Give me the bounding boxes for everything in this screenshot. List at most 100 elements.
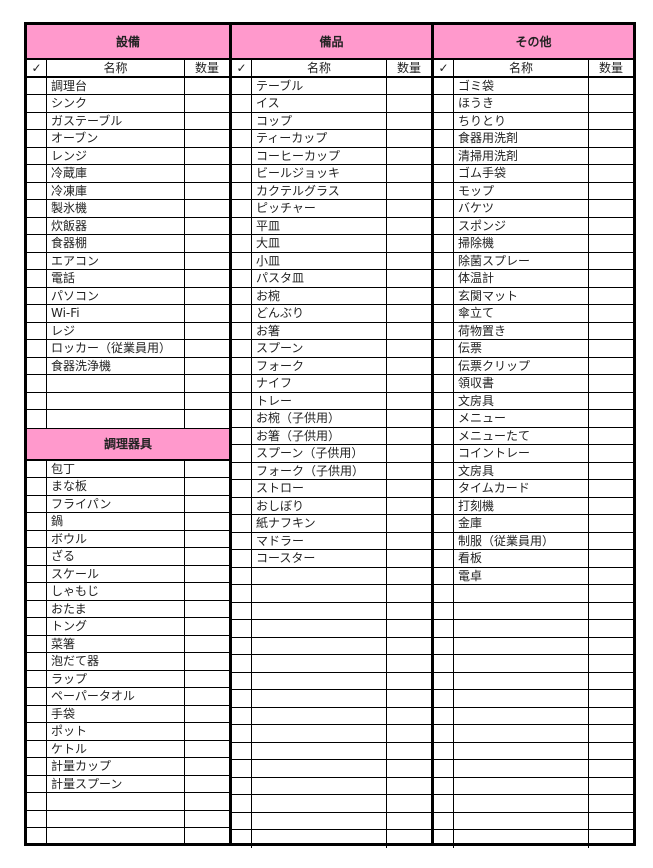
qty-cell[interactable] — [589, 655, 633, 672]
qty-cell[interactable] — [185, 288, 229, 305]
check-cell[interactable] — [434, 445, 454, 462]
check-cell[interactable] — [232, 427, 252, 444]
qty-cell[interactable] — [185, 358, 229, 375]
qty-cell[interactable] — [387, 270, 431, 287]
qty-cell[interactable] — [185, 548, 229, 565]
check-cell[interactable] — [27, 495, 47, 512]
qty-cell[interactable] — [589, 673, 633, 690]
check-cell[interactable] — [232, 287, 252, 304]
qty-cell[interactable] — [387, 393, 431, 410]
check-cell[interactable] — [434, 165, 454, 182]
qty-cell[interactable] — [589, 218, 633, 235]
qty-cell[interactable] — [589, 743, 633, 760]
qty-cell[interactable] — [185, 776, 229, 793]
qty-cell[interactable] — [185, 636, 229, 653]
check-cell[interactable] — [434, 830, 454, 848]
check-cell[interactable] — [434, 620, 454, 637]
check-cell[interactable] — [434, 515, 454, 532]
qty-cell[interactable] — [185, 393, 229, 410]
check-cell[interactable] — [434, 742, 454, 759]
check-cell[interactable] — [232, 182, 252, 199]
qty-cell[interactable] — [589, 288, 633, 305]
qty-cell[interactable] — [387, 410, 431, 427]
check-cell[interactable] — [232, 340, 252, 357]
check-cell[interactable] — [232, 392, 252, 409]
check-cell[interactable] — [27, 740, 47, 757]
check-cell[interactable] — [232, 795, 252, 812]
check-cell[interactable] — [434, 252, 454, 269]
check-cell[interactable] — [232, 305, 252, 322]
qty-cell[interactable] — [589, 480, 633, 497]
check-cell[interactable] — [27, 793, 47, 810]
qty-cell[interactable] — [185, 461, 229, 478]
qty-cell[interactable] — [387, 760, 431, 777]
qty-cell[interactable] — [589, 620, 633, 637]
check-cell[interactable] — [27, 77, 47, 94]
check-cell[interactable] — [232, 620, 252, 637]
qty-cell[interactable] — [589, 638, 633, 655]
check-cell[interactable] — [27, 653, 47, 670]
check-cell[interactable] — [27, 95, 47, 112]
qty-cell[interactable] — [185, 218, 229, 235]
qty-cell[interactable] — [185, 235, 229, 252]
qty-cell[interactable] — [185, 323, 229, 340]
qty-cell[interactable] — [589, 463, 633, 480]
qty-cell[interactable] — [589, 760, 633, 777]
qty-cell[interactable] — [185, 811, 229, 828]
check-cell[interactable] — [232, 497, 252, 514]
check-cell[interactable] — [232, 550, 252, 567]
check-cell[interactable] — [434, 602, 454, 619]
check-cell[interactable] — [232, 445, 252, 462]
check-cell[interactable] — [232, 462, 252, 479]
qty-cell[interactable] — [185, 410, 229, 428]
check-cell[interactable] — [27, 200, 47, 217]
check-cell[interactable] — [232, 830, 252, 848]
check-cell[interactable] — [27, 217, 47, 234]
check-cell[interactable] — [232, 672, 252, 689]
check-cell[interactable] — [232, 357, 252, 374]
check-cell[interactable] — [434, 497, 454, 514]
qty-cell[interactable] — [589, 585, 633, 602]
check-cell[interactable] — [27, 565, 47, 582]
qty-cell[interactable] — [387, 480, 431, 497]
check-cell[interactable] — [27, 147, 47, 164]
check-cell[interactable] — [434, 707, 454, 724]
qty-cell[interactable] — [387, 813, 431, 830]
check-cell[interactable] — [232, 147, 252, 164]
qty-cell[interactable] — [387, 690, 431, 707]
check-cell[interactable] — [434, 340, 454, 357]
qty-cell[interactable] — [589, 165, 633, 182]
check-cell[interactable] — [434, 637, 454, 654]
qty-cell[interactable] — [387, 585, 431, 602]
check-cell[interactable] — [434, 130, 454, 147]
qty-cell[interactable] — [387, 445, 431, 462]
check-cell[interactable] — [434, 480, 454, 497]
check-cell[interactable] — [27, 758, 47, 775]
qty-cell[interactable] — [387, 253, 431, 270]
qty-cell[interactable] — [589, 725, 633, 742]
check-cell[interactable] — [434, 532, 454, 549]
check-cell[interactable] — [232, 252, 252, 269]
check-cell[interactable] — [27, 410, 47, 428]
check-cell[interactable] — [27, 235, 47, 252]
qty-cell[interactable] — [387, 358, 431, 375]
check-cell[interactable] — [27, 513, 47, 530]
check-cell[interactable] — [434, 812, 454, 829]
check-cell[interactable] — [27, 810, 47, 827]
qty-cell[interactable] — [185, 130, 229, 147]
check-cell[interactable] — [27, 322, 47, 339]
qty-cell[interactable] — [387, 95, 431, 112]
check-cell[interactable] — [232, 655, 252, 672]
qty-cell[interactable] — [387, 533, 431, 550]
qty-cell[interactable] — [185, 793, 229, 810]
check-cell[interactable] — [27, 287, 47, 304]
qty-cell[interactable] — [589, 603, 633, 620]
check-cell[interactable] — [232, 742, 252, 759]
check-cell[interactable] — [232, 235, 252, 252]
check-cell[interactable] — [27, 635, 47, 652]
qty-cell[interactable] — [387, 620, 431, 637]
check-cell[interactable] — [27, 600, 47, 617]
check-cell[interactable] — [434, 690, 454, 707]
qty-cell[interactable] — [589, 708, 633, 725]
qty-cell[interactable] — [387, 568, 431, 585]
